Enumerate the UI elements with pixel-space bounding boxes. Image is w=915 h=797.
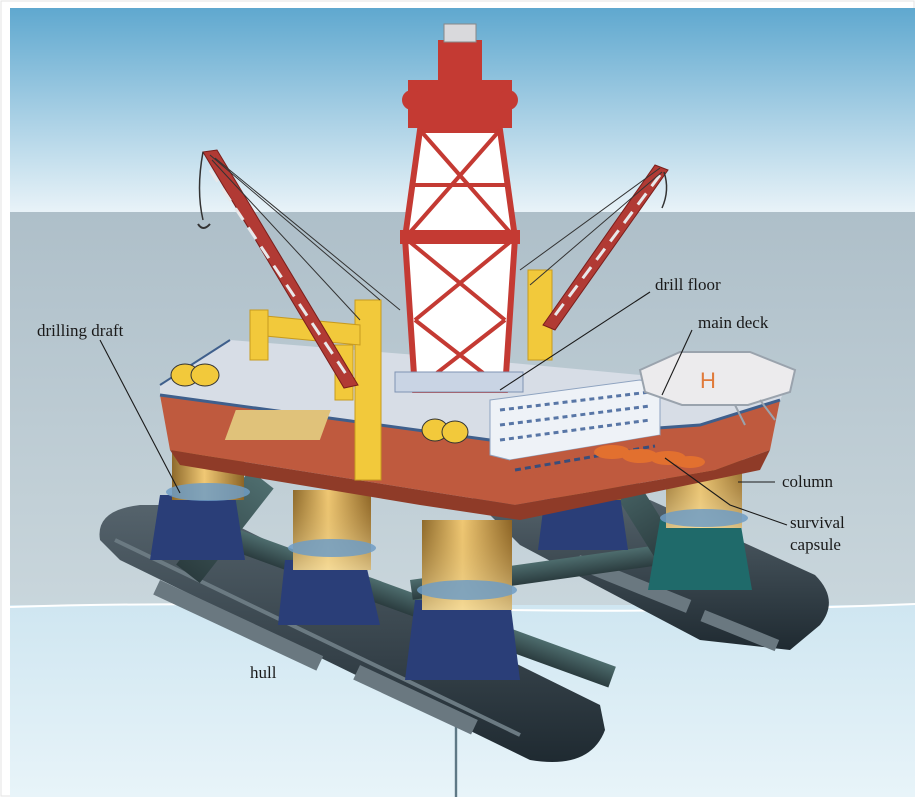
derrick — [394, 23, 524, 393]
label-column: column — [782, 472, 833, 491]
crane-booms — [197, 149, 669, 389]
accommodation-block — [489, 379, 661, 478]
pipe-rack — [224, 410, 331, 440]
column-middle-left — [278, 490, 380, 625]
survival-capsules — [594, 445, 705, 468]
column-front-center — [405, 520, 520, 680]
label-survival: survival — [790, 513, 845, 532]
mooring-winches — [170, 363, 469, 444]
helideck: H — [638, 351, 797, 426]
main-deck-leader — [661, 329, 693, 396]
label-hull: hull — [250, 663, 277, 682]
hull — [99, 495, 829, 762]
label-main-deck: main deck — [698, 313, 769, 332]
drill-floor-leader — [499, 291, 651, 391]
drilling-draft-leader — [99, 339, 181, 494]
crane-pedestals — [249, 269, 553, 481]
label-drilling-draft: drilling draft — [37, 321, 124, 340]
label-drill-floor: drill floor — [655, 275, 721, 294]
survival-capsule-leader — [664, 457, 788, 526]
svg-text:H: H — [700, 368, 716, 393]
label-capsule: capsule — [790, 535, 841, 554]
